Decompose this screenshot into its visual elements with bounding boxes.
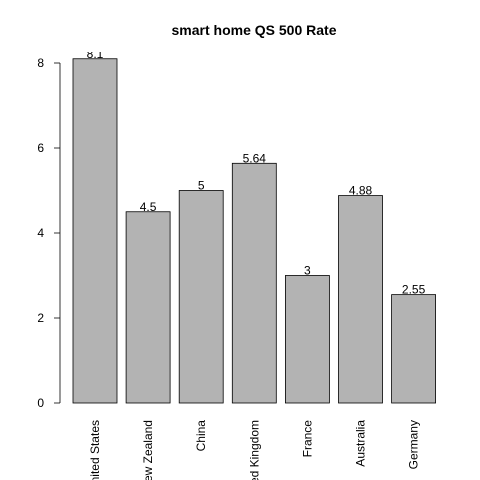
data-labels: 8.1 4.5 5 5.64 3 4.88 2.55 xyxy=(87,47,426,297)
y-tick-label: 2 xyxy=(37,311,44,325)
category-label: Germany xyxy=(407,420,421,469)
y-tick-label: 8 xyxy=(37,56,44,70)
y-tick-label: 0 xyxy=(37,396,44,410)
data-label: 8.1 xyxy=(87,47,104,61)
data-label: 5.64 xyxy=(243,151,267,165)
category-label: France xyxy=(300,420,314,458)
bar xyxy=(391,294,437,404)
bar xyxy=(178,190,224,404)
data-label: 2.55 xyxy=(402,283,426,297)
bar xyxy=(72,58,118,404)
chart-title: smart home QS 500 Rate xyxy=(172,22,337,38)
data-label: 5 xyxy=(198,179,205,193)
y-tick-label: 4 xyxy=(37,226,44,240)
y-axis: 0 2 4 6 8 xyxy=(37,56,61,410)
data-label: 4.5 xyxy=(140,200,157,214)
data-label: 4.88 xyxy=(349,184,373,198)
category-label: China xyxy=(194,420,208,452)
category-label: Australia xyxy=(354,420,368,467)
bar xyxy=(125,211,171,404)
category-label: United States xyxy=(88,420,102,480)
category-label: United Kingdom xyxy=(247,420,261,480)
x-axis-labels: United States New Zealand China United King… xyxy=(88,420,421,480)
category-label: New Zealand xyxy=(141,420,155,480)
y-tick-label: 6 xyxy=(37,141,44,155)
data-label: 3 xyxy=(304,264,311,278)
bar xyxy=(231,162,277,404)
bars xyxy=(72,58,437,404)
bar xyxy=(338,195,383,404)
bar xyxy=(284,275,330,404)
